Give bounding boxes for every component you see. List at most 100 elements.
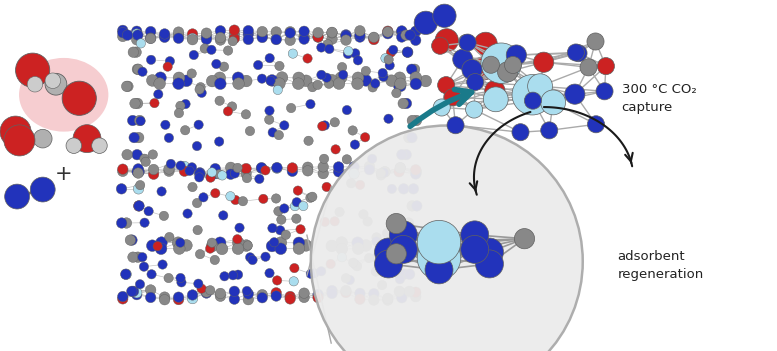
Ellipse shape [394,166,404,177]
Text: adsorbent
regeneration: adsorbent regeneration [618,250,704,280]
Ellipse shape [200,44,210,53]
Ellipse shape [316,267,326,276]
Ellipse shape [281,230,291,239]
Ellipse shape [322,182,331,192]
Ellipse shape [224,46,233,55]
Ellipse shape [382,26,393,37]
Ellipse shape [395,243,406,254]
Ellipse shape [404,286,415,297]
Ellipse shape [327,288,337,299]
Ellipse shape [73,125,101,153]
Ellipse shape [395,163,406,173]
Ellipse shape [352,237,364,249]
Ellipse shape [179,161,190,172]
Ellipse shape [240,240,252,251]
Ellipse shape [336,237,347,249]
Ellipse shape [368,289,379,299]
Ellipse shape [145,285,156,295]
Ellipse shape [211,59,221,69]
Ellipse shape [319,154,329,164]
Text: 300 °C CO₂
capture: 300 °C CO₂ capture [622,83,696,114]
Ellipse shape [381,54,390,63]
Ellipse shape [385,61,395,70]
Ellipse shape [512,124,529,141]
Ellipse shape [387,184,396,193]
Ellipse shape [337,62,347,72]
Ellipse shape [257,292,267,303]
Ellipse shape [259,194,268,204]
Ellipse shape [289,277,298,286]
Ellipse shape [206,172,215,181]
Ellipse shape [164,133,173,143]
Ellipse shape [256,163,267,173]
Ellipse shape [308,82,317,92]
Ellipse shape [257,32,267,43]
Ellipse shape [313,32,323,42]
Ellipse shape [376,171,385,180]
Ellipse shape [382,264,392,273]
Ellipse shape [274,131,284,140]
Ellipse shape [134,115,145,126]
Ellipse shape [541,90,566,115]
Ellipse shape [261,166,270,175]
Ellipse shape [514,229,535,249]
Ellipse shape [320,217,329,226]
Ellipse shape [534,52,554,72]
Ellipse shape [444,89,461,106]
Ellipse shape [183,209,192,218]
Ellipse shape [406,64,417,74]
Ellipse shape [133,64,144,74]
Ellipse shape [340,35,351,45]
Ellipse shape [330,217,340,226]
Ellipse shape [425,232,453,260]
Ellipse shape [541,122,558,139]
Ellipse shape [347,179,356,188]
Ellipse shape [257,26,267,37]
Ellipse shape [218,211,228,220]
Ellipse shape [256,163,267,173]
Ellipse shape [45,73,67,95]
Ellipse shape [0,116,31,147]
Ellipse shape [214,237,226,249]
Ellipse shape [392,88,401,98]
Ellipse shape [45,73,61,88]
Ellipse shape [410,78,422,90]
Ellipse shape [293,237,305,249]
Ellipse shape [433,4,456,27]
Ellipse shape [207,75,218,87]
Ellipse shape [395,163,406,173]
Ellipse shape [207,168,217,177]
Ellipse shape [340,29,351,40]
Ellipse shape [392,249,402,258]
Ellipse shape [352,78,364,90]
Ellipse shape [361,66,371,76]
Ellipse shape [431,37,448,54]
Ellipse shape [453,49,473,69]
Ellipse shape [125,235,136,245]
Ellipse shape [146,55,155,65]
Ellipse shape [232,72,244,84]
Ellipse shape [117,31,128,42]
Ellipse shape [318,168,329,179]
Ellipse shape [229,25,239,35]
Ellipse shape [229,33,239,44]
Text: +: + [55,164,72,184]
Ellipse shape [302,166,313,176]
Ellipse shape [293,243,305,254]
Ellipse shape [433,99,450,116]
Ellipse shape [398,98,409,109]
Ellipse shape [355,180,364,190]
Ellipse shape [271,287,281,298]
Ellipse shape [335,207,344,217]
Ellipse shape [349,168,359,179]
Ellipse shape [243,34,253,45]
Ellipse shape [159,29,170,39]
Ellipse shape [410,35,421,46]
Ellipse shape [27,77,43,92]
Ellipse shape [215,291,225,302]
Ellipse shape [308,192,317,201]
Ellipse shape [336,243,347,255]
Ellipse shape [132,150,142,160]
Ellipse shape [288,49,298,58]
Ellipse shape [92,138,107,153]
